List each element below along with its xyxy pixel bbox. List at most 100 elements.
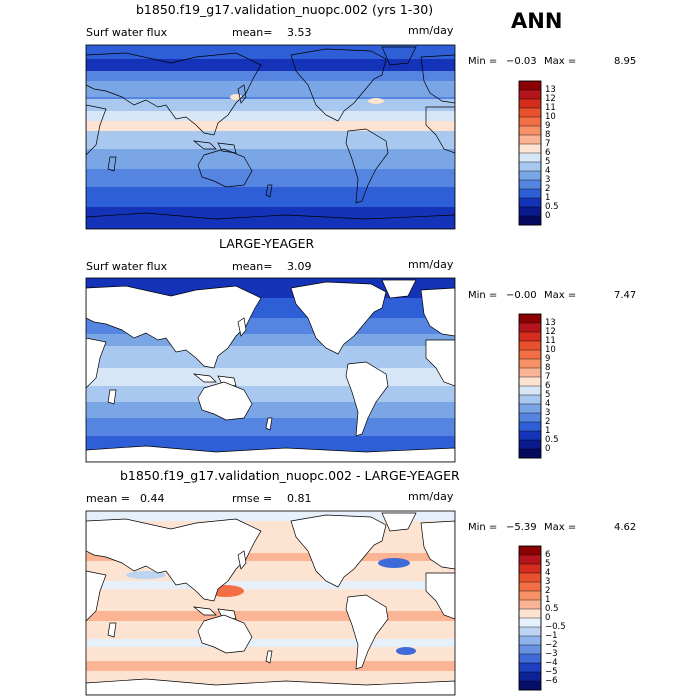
panel2-mean-label: mean= [232,260,273,273]
colorbar-tick-label: 3 [545,174,551,185]
colorbar-tick-label: −4 [545,657,558,668]
colorbar-tick-label: 0 [545,612,551,623]
colorbar-tick-label: 6 [545,380,551,391]
colorbar-tick-label: 4 [545,567,551,578]
colorbar-swatch [518,671,542,682]
colorbar-tick-label: −6 [545,675,558,686]
panel3-rmse-label: rmse = [232,492,273,505]
colorbar-tick-label: 5 [545,389,551,400]
colorbar-tick-label: 0.5 [545,434,559,445]
colorbar-tick-label: 5 [545,558,551,569]
colorbar-swatch [518,680,542,691]
panel1-units: mm/day [408,24,454,37]
colorbar-swatch [518,545,542,556]
colorbar-tick-label: 7 [545,371,551,382]
colorbar-swatch [518,313,542,324]
colorbar-swatch [518,161,542,172]
panel1-map-frame [85,44,456,230]
colorbar-swatch [518,662,542,673]
colorbar-swatch [518,439,542,450]
colorbar-tick-label: 2 [545,416,551,427]
colorbar-tick-label: 1 [545,425,551,436]
colorbar-tick-label: 7 [545,138,551,149]
colorbar-frame [518,80,542,226]
colorbar-tick-label: 12 [545,93,556,104]
colorbar-tick-label: 4 [545,398,551,409]
colorbar-tick-label: 2 [545,585,551,596]
colorbar-swatch [518,376,542,387]
colorbar-swatch [518,644,542,655]
colorbar-frame [518,313,542,459]
colorbar-swatch [518,188,542,199]
colorbar-tick-label: 10 [545,344,556,355]
panel2-max-value: 7.47 [614,290,637,301]
colorbar-tick-label: 3 [545,576,551,587]
panel2-map-frame [85,277,456,463]
colorbar-swatch [518,349,542,360]
colorbar-tick-label: 9 [545,353,551,364]
panel3-max-value: 4.62 [614,522,637,533]
panel3-map [86,511,455,695]
colorbar-swatch [518,107,542,118]
colorbar-swatch [518,143,542,154]
colorbar-swatch [518,394,542,405]
panel2-min-label: Min = [468,290,498,301]
colorbar-swatch [518,125,542,136]
colorbar-swatch [518,581,542,592]
colorbar-tick-label: 11 [545,102,556,113]
colorbar-tick-label: 1 [545,192,551,203]
panel3-map-frame [85,510,456,696]
panel2-units: mm/day [408,258,454,271]
panel3-max-label: Max = [544,522,577,533]
colorbar-swatch [518,599,542,610]
panel2-min-value: −0.00 [506,290,537,301]
colorbar-swatch [518,590,542,601]
panel1-max-label: Max = [544,56,577,67]
panel3-mean-label: mean = [86,492,130,505]
panel2-map [86,278,455,462]
colorbar-tick-label: 6 [545,549,551,560]
colorbar-tick-label: 10 [545,111,556,122]
panel3-rmse-value: 0.81 [287,492,312,505]
colorbar-tick-label: 0.5 [545,603,559,614]
colorbar-tick-label: 8 [545,129,551,140]
colorbar-tick-label: 8 [545,362,551,373]
colorbar-tick-label: 5 [545,156,551,167]
colorbar-swatch [518,626,542,637]
panel1-mean-label: mean= [232,26,273,39]
panel2-mean-value: 3.09 [287,260,312,273]
colorbar-swatch [518,635,542,646]
colorbar-swatch [518,412,542,423]
colorbar-swatch [518,403,542,414]
colorbar-swatch [518,116,542,127]
panel1-title: b1850.f19_g17.validation_nuopc.002 (yrs … [136,2,434,17]
colorbar-tick-label: 6 [545,147,551,158]
colorbar-swatch [518,358,542,369]
panel2-variable-label: Surf water flux [86,260,168,273]
colorbar-swatch [518,608,542,619]
panel1-colorbar [518,80,542,226]
colorbar-tick-label: 3 [545,407,551,418]
colorbar-swatch [518,170,542,181]
colorbar-tick-label: 1 [545,594,551,605]
panel3-title: b1850.f19_g17.validation_nuopc.002 - LAR… [120,468,460,483]
colorbar-tick-label: 11 [545,335,556,346]
colorbar-swatch [518,206,542,217]
colorbar-swatch [518,385,542,396]
colorbar-tick-label: 13 [545,317,556,328]
panel1-mean-value: 3.53 [287,26,312,39]
colorbar-swatch [518,215,542,226]
panel1-map [86,45,455,229]
colorbar-swatch [518,340,542,351]
colorbar-swatch [518,80,542,91]
colorbar-tick-label: 4 [545,165,551,176]
panel3-min-value: −5.39 [506,522,537,533]
panel2-colorbar [518,313,542,459]
panel3-colorbar [518,545,542,691]
colorbar-swatch [518,134,542,145]
panel1-min-value: −0.03 [506,56,537,67]
panel1-max-value: 8.95 [614,56,637,67]
colorbar-swatch [518,554,542,565]
panel2-title: LARGE-YEAGER [219,236,315,251]
colorbar-tick-label: −5 [545,666,558,677]
